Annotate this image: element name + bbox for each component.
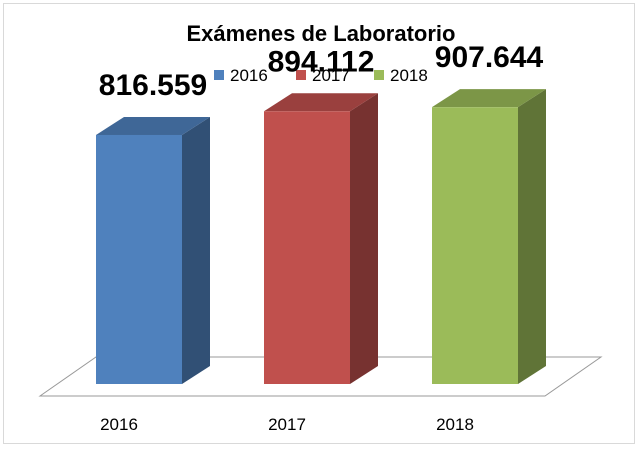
x-tick-labels: 2016 2017 2018	[100, 415, 474, 434]
bar-front-2016	[96, 134, 182, 384]
legend-label-2018: 2018	[390, 66, 428, 85]
chart-title: Exámenes de Laboratorio	[187, 21, 456, 46]
legend-swatch-2018	[374, 70, 384, 80]
data-labels: 816.559 894.112 907.644	[99, 41, 544, 102]
legend: 2016 2017 2018	[214, 66, 428, 85]
legend-swatch-2017	[296, 70, 306, 80]
legend-label-2016: 2016	[230, 66, 268, 85]
data-label-2018: 907.644	[435, 41, 544, 74]
bar-2018	[432, 89, 546, 384]
bar-top-2017	[264, 93, 378, 112]
bar-2017	[264, 93, 378, 384]
bar-front-2017	[264, 111, 350, 384]
bar-top-2016	[96, 116, 210, 135]
chart-svg: Exámenes de Laboratorio 2016 2017 2018 816…	[38, 21, 603, 434]
bar-side-2017	[350, 93, 378, 384]
data-label-2017: 894.112	[268, 45, 375, 78]
x-tick-2018: 2018	[436, 415, 474, 434]
bar-top-2018	[432, 89, 546, 108]
bar-side-2018	[518, 89, 546, 384]
bar-front-2018	[432, 107, 518, 384]
x-tick-2017: 2017	[268, 415, 306, 434]
bar-side-2016	[182, 116, 210, 384]
bars	[96, 89, 546, 384]
bar-2016	[96, 116, 210, 384]
chart-floor	[38, 356, 603, 397]
chart-frame: Exámenes de Laboratorio 2016 2017 2018 816…	[3, 3, 635, 444]
x-tick-2016: 2016	[100, 415, 138, 434]
data-label-2016: 816.559	[99, 69, 207, 102]
legend-swatch-2016	[214, 70, 224, 80]
legend-label-2017: 2017	[312, 66, 350, 85]
